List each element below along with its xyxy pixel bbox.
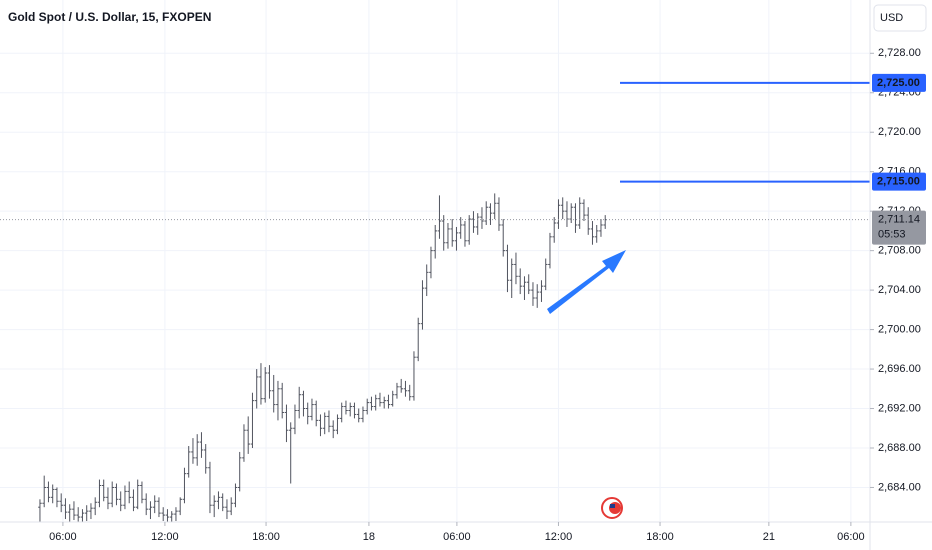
currency-label[interactable]: USD (880, 12, 903, 24)
last-price-box (872, 210, 926, 245)
y-tick-label: 2,688.00 (878, 442, 921, 454)
last-price-label: 2,711.14 (878, 214, 920, 226)
level-label-box (872, 73, 926, 92)
x-tick-label: 18 (363, 531, 375, 543)
x-tick-label: 06:00 (443, 531, 471, 543)
level-label: 2,715.00 (877, 175, 920, 187)
arrow-annotation (547, 250, 626, 314)
y-tick-label: 2,708.00 (878, 245, 921, 257)
x-tick-label: 12:00 (545, 531, 573, 543)
x-tick-label: 21 (763, 531, 775, 543)
chart-title: Gold Spot / U.S. Dollar, 15, FXOPEN (8, 10, 211, 24)
currency-button[interactable] (873, 4, 927, 32)
y-tick-label: 2,700.00 (878, 323, 921, 335)
overlays (0, 81, 870, 221)
x-tick-label: 06:00 (837, 531, 865, 543)
y-tick-label: 2,720.00 (878, 126, 921, 138)
y-tick-label: 2,728.00 (878, 47, 921, 59)
price-bars (38, 193, 608, 522)
x-tick-label: 18:00 (252, 531, 280, 543)
x-tick-label: 12:00 (151, 531, 179, 543)
y-tick-label: 2,692.00 (878, 402, 921, 414)
x-tick-label: 06:00 (49, 531, 77, 543)
y-tick-label: 2,696.00 (878, 363, 921, 375)
event-icon[interactable] (601, 497, 623, 519)
y-tick-label: 2,704.00 (878, 284, 921, 296)
x-tick-label: 18:00 (646, 531, 674, 543)
grid (0, 0, 870, 522)
level-label: 2,725.00 (877, 77, 920, 89)
event-icon-canton[interactable] (610, 504, 615, 508)
countdown-label: 05:53 (878, 229, 906, 241)
y-tick-label: 2,684.00 (878, 481, 921, 493)
level-label-box (872, 172, 926, 191)
